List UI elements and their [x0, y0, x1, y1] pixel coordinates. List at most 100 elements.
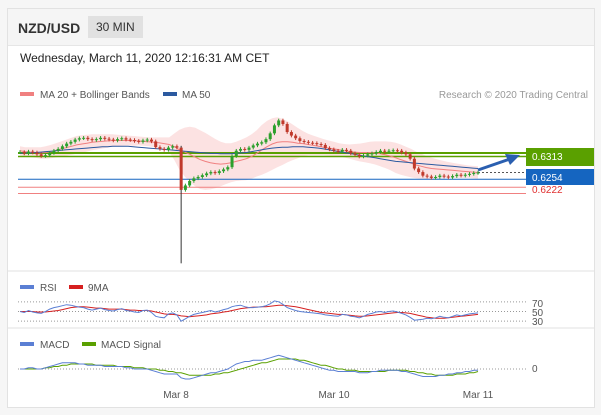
candle-body	[345, 149, 349, 151]
macd-signal-legend-swatch	[82, 342, 96, 346]
symbol-title: NZD/USD	[18, 20, 81, 36]
candle-body	[400, 150, 404, 153]
candle-body	[234, 150, 238, 157]
candle-body	[230, 156, 234, 168]
candle-body	[425, 175, 429, 177]
macd-line	[20, 354, 478, 380]
candle-body	[268, 133, 272, 140]
candle-body	[149, 139, 153, 142]
candle-body	[107, 138, 111, 140]
last-price-label: 0.6254	[532, 173, 563, 184]
candle-body	[22, 152, 26, 154]
candle-body	[82, 137, 86, 139]
candle-body	[60, 146, 64, 149]
candle-body	[429, 176, 433, 178]
candle-body	[319, 144, 323, 146]
candle-body	[451, 176, 455, 178]
candle-body	[336, 150, 340, 152]
rsi-ma-legend-label: 9MA	[88, 283, 109, 294]
candle-body	[192, 178, 196, 181]
chart-widget: NZD/USD 30 MIN Wednesday, March 11, 2020…	[7, 8, 595, 408]
x-tick-mar11: Mar 11	[463, 390, 494, 401]
candle-body	[158, 147, 162, 149]
forecast-arrow-head	[505, 154, 520, 165]
candle-body	[260, 142, 264, 144]
candle-body	[468, 173, 472, 175]
macd-signal-legend-label: MACD Signal	[101, 340, 161, 351]
rsi-ma-legend-swatch	[69, 285, 83, 289]
candle-body	[222, 169, 226, 172]
ma20-legend-swatch	[20, 92, 34, 96]
target-price-tag	[526, 148, 594, 166]
candle-body	[455, 174, 459, 177]
candle-body	[77, 138, 81, 140]
candle-body	[302, 140, 306, 142]
candle-body	[48, 152, 52, 156]
candle-body	[86, 137, 90, 140]
candle-body	[459, 174, 463, 176]
candle-body	[133, 140, 136, 142]
candle-body	[281, 120, 285, 125]
candle-body	[90, 139, 94, 141]
target-price-label: 0.6313	[532, 152, 563, 163]
rsi-legend-label: RSI	[40, 283, 57, 294]
candle-body	[434, 176, 438, 178]
ma50-line	[19, 145, 479, 169]
candle-body	[35, 152, 39, 155]
candle-body	[137, 140, 141, 142]
candle-body	[438, 175, 442, 177]
candle-body	[370, 153, 374, 155]
candle-body	[412, 158, 416, 169]
candle-body	[404, 152, 408, 155]
timeframe-button[interactable]: 30 MIN	[88, 16, 143, 38]
candle-body	[328, 148, 332, 150]
candle-body	[226, 167, 230, 170]
candle-body	[408, 154, 412, 159]
candle-body	[171, 146, 175, 148]
candle-body	[353, 153, 357, 155]
candle-body	[247, 147, 251, 150]
candle-body	[251, 145, 255, 148]
x-tick-mar10: Mar 10	[318, 390, 350, 401]
ma20-line	[19, 140, 479, 173]
forecast-arrow-shaft	[477, 157, 511, 172]
macd-legend-label: MACD	[40, 340, 69, 351]
rsi-plot	[18, 300, 526, 322]
ma50-legend-label: MA 50	[182, 90, 211, 101]
rsi-legend-swatch	[20, 285, 34, 289]
support-price-label: 0.6222	[532, 185, 563, 196]
candle-body	[362, 155, 365, 157]
candle-body	[39, 154, 43, 157]
candle-body	[446, 176, 450, 178]
candle-body	[421, 172, 425, 176]
candle-body	[162, 148, 166, 150]
candle-body	[111, 139, 115, 141]
candle-body	[103, 137, 107, 139]
candle-body	[391, 150, 395, 152]
candle-body	[264, 139, 268, 143]
macd-tick-0: 0	[532, 364, 538, 375]
candle-body	[387, 150, 391, 152]
candle-body	[128, 139, 132, 141]
candle-body	[43, 155, 47, 157]
candle-body	[179, 147, 183, 190]
candle-body	[383, 150, 387, 152]
candle-body	[311, 142, 315, 144]
candle-body	[298, 138, 302, 141]
candle-body	[217, 171, 221, 173]
candle-body	[141, 140, 145, 142]
candle-body	[188, 180, 192, 186]
macd-plot	[18, 354, 526, 380]
candle-body	[116, 139, 120, 141]
candle-body	[349, 150, 353, 154]
ma20-legend-label: MA 20 + Bollinger Bands	[40, 90, 150, 101]
ma50-legend-swatch	[163, 92, 177, 96]
candle-body	[395, 150, 399, 152]
candle-body	[289, 132, 293, 136]
candle-body	[56, 148, 60, 151]
candle-body	[205, 173, 209, 176]
chart-header: NZD/USD 30 MIN	[8, 9, 594, 46]
candle-body	[154, 141, 158, 148]
candle-body	[255, 143, 259, 146]
